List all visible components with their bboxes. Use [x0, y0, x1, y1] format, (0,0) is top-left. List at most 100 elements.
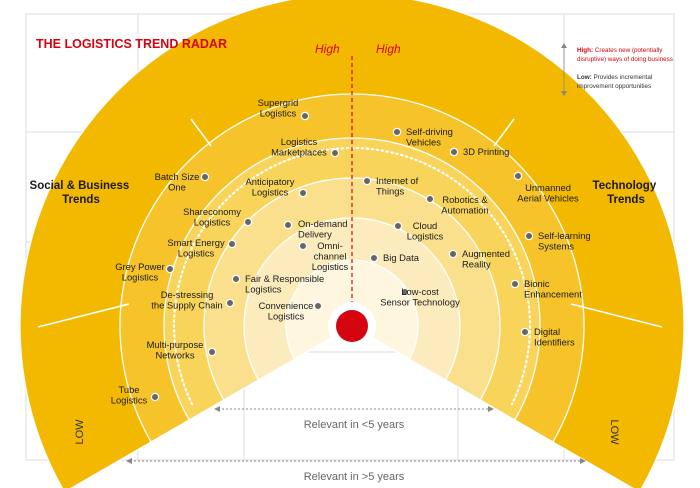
trend-label-line: On-demand	[298, 218, 348, 229]
legend-low-label: Low:	[577, 74, 592, 81]
trend-label: Grey Power Logistics	[115, 261, 165, 283]
trend-label-line: Cloud	[413, 220, 438, 231]
trend-on-demand-delivery: On-demand Delivery	[283, 218, 348, 240]
low-label-right: LOW	[608, 419, 620, 445]
trend-label-line: Smart Energy	[167, 237, 225, 248]
trend-cloud-logistics: Cloud Logistics	[393, 220, 444, 242]
trend-label-line: Convenience	[259, 300, 314, 311]
trend-label-line: Grey Power	[115, 261, 165, 272]
trend-label-line: Logistics	[312, 261, 349, 272]
trend-label: Internet of Things	[376, 175, 419, 197]
trend-dot	[300, 111, 310, 121]
trend-dot	[313, 301, 323, 311]
trend-label-line: 3D Printing	[463, 146, 509, 157]
trend-label-line: Unmanned	[525, 182, 571, 193]
trend-label: Augmented Reality	[462, 248, 510, 270]
trend-label-line: Self-learning	[538, 230, 591, 241]
trend-internet-of-things: Internet of Things	[362, 175, 419, 197]
high-label-right: High	[376, 42, 401, 56]
trend-label-line: Logistics	[268, 311, 305, 322]
relevant-arrowheads	[126, 406, 586, 464]
trend-label: De-stressing the Supply Chain	[151, 289, 222, 311]
social-business-title: Social & Business Trends	[30, 180, 133, 206]
trend-dot	[520, 327, 530, 337]
trend-self-learning-systems: Self-learning Systems	[524, 230, 591, 252]
trend-label-line: Shareconomy	[183, 206, 241, 217]
trend-label-line: Reality	[462, 259, 491, 270]
trend-dot	[298, 241, 308, 251]
trend-dot	[425, 194, 435, 204]
trend-augmented-reality: Augmented Reality	[448, 248, 510, 270]
trend-dot	[150, 392, 160, 402]
trend-supergrid-logistics: Supergrid Logistics	[258, 97, 310, 121]
trend-label-line: Omni-	[317, 240, 343, 251]
trend-label: Digital Identifiers	[534, 326, 575, 348]
trend-label-line: Logistics	[281, 136, 318, 147]
trend-dot	[513, 171, 523, 181]
high-label-left: High	[315, 42, 340, 56]
trend-label-line: Supergrid	[258, 97, 299, 108]
trend-label: Low-cost Sensor Technology	[380, 286, 460, 308]
trend-label-line: Things	[376, 186, 404, 197]
trend-label: Convenience Logistics	[259, 300, 314, 322]
trend-label: On-demand Delivery	[298, 218, 348, 240]
trend-logistics-marketplaces: Logistics Marketplaces	[271, 136, 340, 158]
trend-label-line: Batch Size	[155, 171, 200, 182]
trend-label: Logistics Marketplaces	[271, 136, 327, 158]
trend-dot	[165, 264, 175, 274]
trend-label: Self-driving Vehicles	[406, 126, 453, 148]
trend-bionic-enhancement: Bionic Enhancement	[510, 278, 582, 300]
trend-dot	[231, 274, 241, 284]
trend-label: Batch Size One	[155, 171, 200, 193]
trend-dot	[400, 287, 410, 297]
trend-label: Fair & Responsible Logistics	[245, 273, 324, 295]
trend-label-line: Big Data	[383, 252, 420, 263]
trend-label-line: Marketplaces	[271, 147, 327, 158]
trend-label-line: Logistics	[260, 108, 297, 119]
trend-label-line: Fair & Responsible	[245, 273, 324, 284]
trend-label-line: De-stressing	[161, 289, 214, 300]
trend-label-line: Digital	[534, 326, 560, 337]
trend-label-line: One	[168, 182, 186, 193]
trend-label: Supergrid Logistics	[258, 97, 299, 119]
relevant-dimension-lines	[130, 408, 582, 471]
trend-self-driving-vehicles: Self-driving Vehicles	[392, 126, 453, 148]
trend-label: Robotics & Automation	[441, 194, 488, 216]
trend-label: Bionic Enhancement	[524, 278, 582, 300]
trend-dot	[283, 220, 293, 230]
trend-label-line: Systems	[538, 241, 574, 252]
relevant-outer-label: Relevant in >5 years	[304, 471, 405, 483]
relevant-inner-label: Relevant in <5 years	[304, 419, 405, 431]
svg-text:Low: Provides incremental: Low: Provides incremental	[577, 74, 652, 81]
trend-omni-channel-logistics: Omni-channel Logistics	[298, 240, 349, 272]
trend-smart-energy-logistics: Smart Energy Logistics	[167, 237, 237, 259]
trend-label-line: Low-cost	[401, 286, 439, 297]
trend-fair-responsible-logistics: Fair & Responsible Logistics	[231, 273, 324, 295]
trend-shareconomy-logistics: Shareconomy Logistics	[183, 206, 253, 228]
trend-label-line: Bionic	[524, 278, 550, 289]
trend-label-line: channel	[314, 251, 347, 262]
legend-high-text-1: Creates new (potentially	[593, 47, 663, 54]
trend-big-data: Big Data	[369, 252, 420, 263]
trend-label-line: Logistics	[178, 248, 215, 259]
trend-label-line: Logistics	[407, 231, 444, 242]
trend-dot	[524, 231, 534, 241]
technology-title: Technology Trends	[593, 180, 660, 206]
trend-multi-purpose-networks: Multi-purpose Networks	[147, 339, 217, 361]
trend-label-line: Anticipatory	[246, 176, 295, 187]
trend-label-line: Logistics	[111, 395, 148, 406]
trend-label: Unmanned Aerial Vehicles	[517, 182, 579, 204]
trend-label-line: Networks	[155, 350, 194, 361]
trend-dot	[200, 172, 210, 182]
legend-low-text-1: Provides incremental	[592, 74, 653, 81]
trend-label: 3D Printing	[463, 146, 509, 157]
svg-text:High: Creates new (potentially: High: Creates new (potentially	[577, 47, 663, 54]
legend: High: Creates new (potentially disruptiv…	[561, 43, 673, 96]
trend-label-line: Robotics &	[442, 194, 488, 205]
trend-label-line: Aerial Vehicles	[517, 193, 579, 204]
trend-dot	[330, 148, 340, 158]
trend-dot	[510, 279, 520, 289]
